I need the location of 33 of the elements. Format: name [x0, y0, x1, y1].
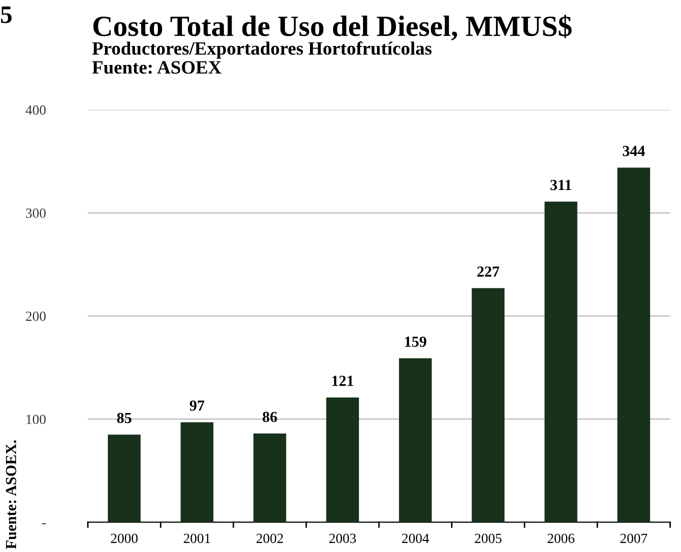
x-tick-label: 2006 [548, 534, 574, 544]
data-label: 86 [262, 412, 277, 422]
bar [326, 397, 359, 522]
y-tick-label: 100 [26, 414, 46, 424]
y-tick-label: 400 [26, 105, 46, 115]
x-tick-label: 2004 [402, 534, 430, 544]
data-label: 311 [550, 180, 572, 190]
chart-subtitle: Productores/Exportadores Hortofrutícolas Fuente: ASOEX [92, 41, 432, 74]
data-label: 159 [405, 336, 426, 347]
data-label: 85 [117, 412, 132, 424]
y-tick-label: - [42, 523, 46, 524]
x-tick-label: 2002 [256, 534, 283, 544]
x-tick-label: 2007 [620, 534, 648, 544]
data-label: 227 [477, 266, 500, 277]
bar [544, 202, 578, 522]
x-tick-label: 2001 [184, 534, 210, 544]
y-tick-label: 300 [26, 208, 46, 218]
bar [180, 422, 214, 522]
text: 5 [1, 6, 12, 24]
data-label: 121 [332, 376, 354, 386]
data-label: 97 [190, 400, 204, 411]
x-tick-label: 2000 [110, 534, 138, 544]
bar [398, 358, 432, 522]
bar [472, 288, 505, 522]
bar [108, 434, 141, 522]
chart-title: Costo Total de Uso del Diesel, MMUS$ [93, 14, 572, 40]
y-tick-label: 200 [26, 312, 46, 321]
x-tick-label: 2003 [329, 534, 356, 544]
data-label: 344 [622, 146, 645, 156]
bar [617, 168, 650, 522]
x-tick-label: 2005 [474, 534, 502, 544]
source-note: Fuente: ASOEX. [6, 440, 16, 549]
bar [253, 434, 286, 522]
